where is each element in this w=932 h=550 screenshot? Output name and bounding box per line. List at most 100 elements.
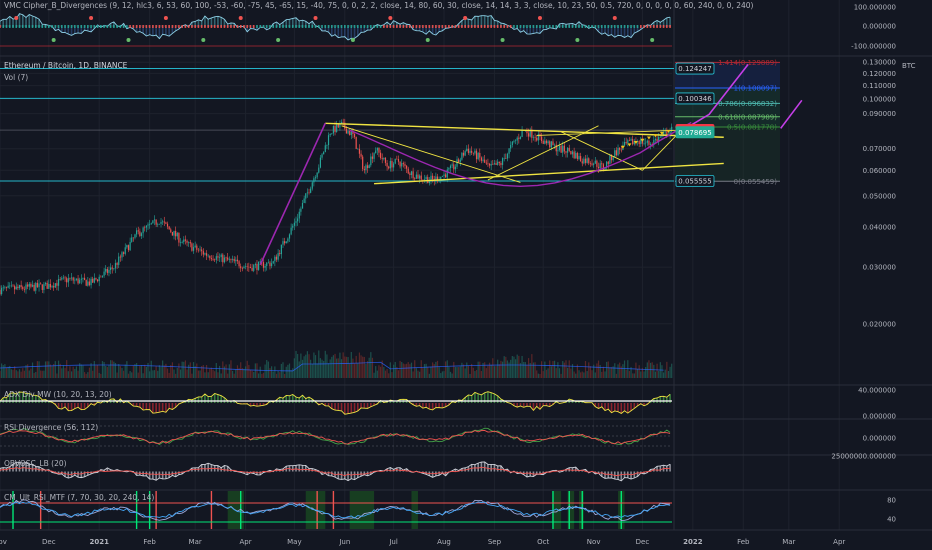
cipher-mf-bar [418, 25, 421, 28]
candle-body [477, 152, 479, 160]
candle-body [339, 123, 341, 128]
volume-bar [238, 367, 240, 378]
candle-body [349, 131, 351, 136]
candle-body [137, 230, 139, 232]
volume-bar [192, 362, 195, 378]
candle-body [228, 258, 230, 260]
candle-body [527, 133, 530, 137]
price-pane[interactable]: 1.414(0.129889) 1(0.108097) 0.786(0.096832… [0, 59, 803, 378]
candle-body [368, 165, 370, 169]
candle-body [549, 141, 551, 148]
candle-body [469, 150, 471, 153]
obv-oscillator-pane[interactable] [0, 461, 671, 482]
volume-bar [316, 363, 318, 378]
candle-body [30, 283, 32, 287]
time-axis-tick: Oct [537, 538, 549, 546]
cipher-mf-bar [301, 25, 304, 28]
candle-body [236, 259, 239, 262]
volume-bar [641, 367, 644, 378]
cipher-mf-bar [148, 25, 151, 28]
candle-body [493, 163, 496, 165]
time-axis[interactable]: Nov Dec 2021 Feb Mar Apr May Jun Jul Aug Sep Oct Nov… [0, 538, 845, 546]
cipher-mf-bar [581, 25, 584, 28]
volume-bar [591, 370, 593, 378]
volume-bar [651, 362, 653, 378]
cipher-mf-bar [542, 25, 545, 28]
cipher-mf-bar [38, 25, 40, 28]
volume-bar [479, 361, 481, 378]
volume-bar [464, 368, 466, 378]
volume-bar [580, 372, 582, 378]
cipher-mf-bar [337, 25, 340, 28]
oscillator-line [0, 391, 671, 415]
price-axis-tick: 0.050000 [863, 192, 896, 200]
price-axis-tick: 0.070000 [863, 145, 896, 153]
ultimate-rsi-pane[interactable] [0, 491, 672, 529]
cipher-mf-bar [21, 25, 24, 28]
candle-body [610, 155, 613, 161]
volume-bar [77, 370, 79, 378]
candle-body [619, 147, 621, 150]
rsi-divergence-pane[interactable] [0, 425, 672, 447]
cipher-mf-bar [363, 25, 366, 28]
candle-body [456, 159, 458, 167]
volume-bar [388, 373, 390, 378]
adx-pane[interactable] [0, 391, 672, 415]
candle-body [93, 278, 95, 283]
candle-body [604, 167, 606, 170]
candle-body [118, 256, 120, 265]
volume-bar [87, 372, 89, 378]
ult-rsi-zone [411, 491, 418, 529]
cipher-mf-bar [83, 25, 86, 28]
volume-bar [244, 366, 247, 378]
volume-bar [139, 365, 141, 378]
volume-bar [212, 369, 214, 378]
cipher-mf-bar [278, 25, 281, 28]
cipher-mf-bar [158, 25, 161, 28]
trendline-diag-2 [487, 125, 599, 181]
volume-bar [406, 363, 408, 378]
volume-bar [205, 364, 208, 378]
cipher-mf-bar [54, 25, 57, 28]
cipher-mf-bar [119, 25, 122, 28]
volume-bar [18, 369, 21, 378]
candle-body [511, 141, 513, 146]
volume-bar [41, 370, 43, 378]
cipher-b-pane[interactable] [0, 13, 672, 47]
time-axis-tick: Sep [488, 538, 502, 546]
candle-body [41, 284, 43, 290]
candle-body [459, 159, 461, 163]
fib-label: 1(0.108097) [734, 85, 778, 93]
candle-body [162, 221, 164, 223]
cipher-dot [163, 16, 168, 20]
trend-drawings [259, 63, 803, 266]
cipher-mf-bar [519, 25, 522, 28]
volume-bar [109, 360, 112, 378]
cipher-mf-bar [548, 25, 551, 28]
volume-bar [254, 363, 256, 378]
symbol-title: Ethereum / Bitcoin, 1D, BINANCE [4, 61, 128, 70]
volume-bar [67, 371, 69, 378]
candle-body [593, 163, 595, 165]
volume-bar [134, 363, 136, 378]
candle-body [498, 161, 500, 163]
candle-body [344, 122, 346, 129]
cipher-mf-bar [350, 25, 353, 28]
volume-bar [337, 358, 339, 378]
cipher-mf-bar [344, 25, 346, 28]
cipher-mf-bar [28, 25, 31, 28]
candle-body [155, 219, 157, 225]
price-axis[interactable]: 0.130000 0.120000 0.110000 0.100000 0.090000… [831, 4, 896, 524]
candle-body [298, 211, 300, 219]
cipher-mf-bar [409, 25, 411, 28]
cipher-mf-bar [204, 25, 206, 28]
volume-bar [253, 372, 255, 378]
volume-bar [267, 361, 269, 378]
volume-bar [35, 371, 37, 378]
candle-body [410, 171, 413, 176]
candle-body [645, 142, 647, 144]
indicator-axis-tick: 40.000000 [858, 387, 896, 395]
candle-body [342, 122, 344, 123]
candle-body [352, 131, 354, 135]
